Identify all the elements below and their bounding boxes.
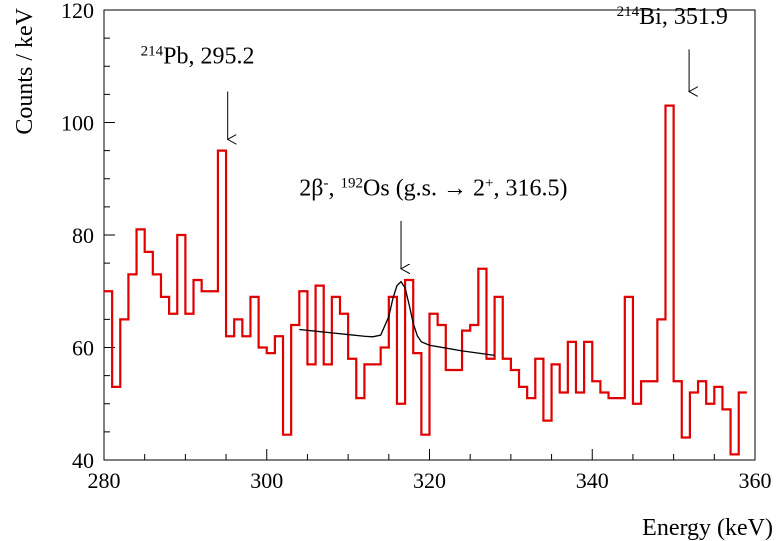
y-tick-label: 100 <box>61 111 94 136</box>
x-axis-label: Energy (keV) <box>642 515 773 541</box>
annotation-superscript: 214 <box>141 43 164 59</box>
x-tick-label: 320 <box>413 468 446 493</box>
spectrum-histogram <box>104 104 747 456</box>
annotation-layer: 214Pb, 295.22β-, 192Os (g.s. → 2+, 316.5… <box>141 4 728 269</box>
x-tick-label: 280 <box>88 468 121 493</box>
annotation-label-bi: 214Bi, 351.9 <box>617 4 728 30</box>
y-tick-label: 80 <box>72 223 94 248</box>
annotation-superscript: 214 <box>617 4 640 20</box>
annotation-text: , 316.5) <box>494 176 568 202</box>
annotation-superscript: - <box>324 175 329 191</box>
annotation-superscript: + <box>485 175 493 191</box>
annotation-text: Pb, 295.2 <box>163 43 254 69</box>
series-layer <box>104 104 747 456</box>
x-tick-label: 360 <box>739 468 772 493</box>
y-tick-label: 40 <box>72 448 94 473</box>
annotation-text: Os (g.s. → 2 <box>363 176 485 202</box>
annotation-superscript: 192 <box>341 175 364 191</box>
annotation-text: , <box>329 176 341 202</box>
fit-curve <box>299 280 495 357</box>
y-tick-label: 60 <box>72 336 94 361</box>
annotation-text: 2β <box>299 176 323 202</box>
axes: 280 300 320 340 360 40 60 80 100 120 <box>61 0 772 493</box>
annotation-label-os: 2β-, 192Os (g.s. → 2+, 316.5) <box>299 175 567 201</box>
y-axis-label: Counts / keV <box>12 7 38 134</box>
y-tick-label: 120 <box>61 0 94 23</box>
annotation-label-pb: 214Pb, 295.2 <box>141 43 255 69</box>
x-tick-label: 300 <box>250 468 283 493</box>
x-tick-label: 340 <box>576 468 609 493</box>
annotation-text: Bi, 351.9 <box>639 4 728 30</box>
